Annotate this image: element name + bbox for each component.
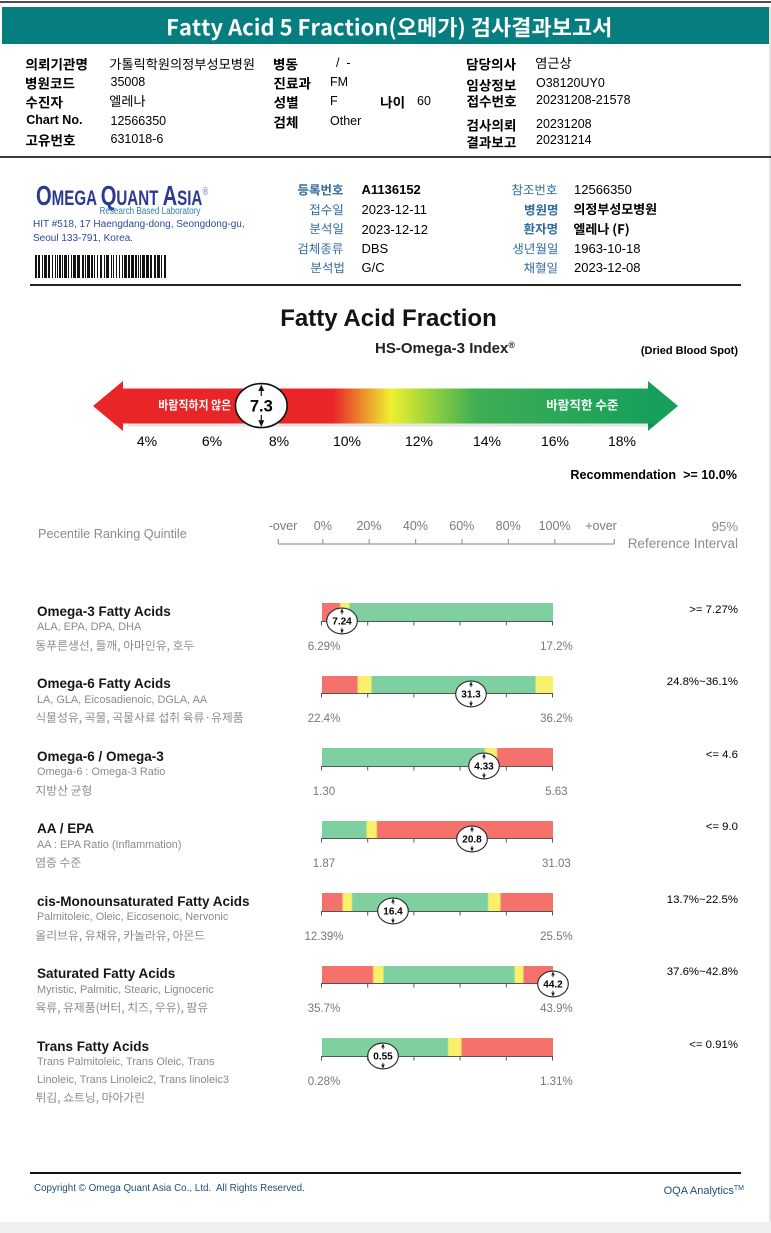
svg-text:16.4: 16.4	[383, 907, 403, 918]
svg-text:20.8: 20.8	[463, 834, 483, 845]
svg-text:0.55: 0.55	[373, 1052, 393, 1063]
svg-text:31.3: 31.3	[462, 689, 482, 700]
svg-text:7.3: 7.3	[250, 397, 273, 415]
svg-text:7.24: 7.24	[333, 617, 353, 628]
svg-text:44.2: 44.2	[543, 979, 563, 990]
svg-text:4.33: 4.33	[474, 762, 494, 773]
